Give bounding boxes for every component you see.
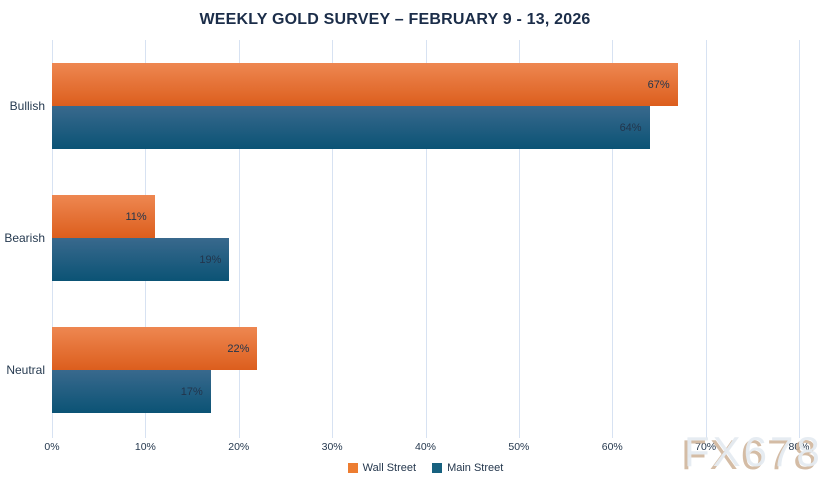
legend-swatch (347, 463, 358, 473)
plot-area: 67% 64% 11% 19% 22% 17% (52, 40, 800, 438)
bar-wall-street-neutral: 22% (52, 327, 258, 370)
x-axis-tick-label: 80% (788, 441, 810, 453)
bar-value-label: 22% (227, 342, 250, 355)
bar-value-label: 17% (180, 385, 203, 398)
legend: Wall Street Main Street (52, 462, 799, 474)
gridline (799, 40, 800, 438)
gridline (705, 40, 707, 438)
gridline (332, 40, 334, 438)
legend-item-main-street: Main Street (432, 462, 503, 474)
gridline (238, 40, 240, 438)
category-label: Neutral (6, 363, 45, 377)
category-label: Bullish (9, 99, 45, 113)
x-axis-tick-label: 50% (508, 441, 530, 453)
x-axis-tick-label: 40% (414, 441, 436, 453)
legend-item-wall-street: Wall Street (347, 462, 417, 474)
x-axis-tick-label: 30% (321, 441, 343, 453)
gridline (518, 40, 520, 438)
bar-wall-street-bullish: 67% (52, 63, 678, 106)
bar-value-label: 64% (619, 121, 642, 134)
bar-value-label: 11% (125, 210, 147, 223)
chart-title: WEEKLY GOLD SURVEY – FEBRUARY 9 - 13, 20… (199, 11, 591, 28)
bar-main-street-neutral: 17% (52, 370, 211, 413)
x-axis-tick-label: 60% (601, 441, 623, 453)
legend-label: Main Street (447, 462, 504, 474)
category-label: Bearish (4, 231, 45, 245)
bar-value-label: 19% (199, 253, 222, 266)
bar-main-street-bullish: 64% (52, 106, 650, 149)
x-axis-tick-label: 70% (695, 441, 717, 453)
x-axis-tick-label: 20% (228, 441, 250, 453)
legend-label: Wall Street (362, 462, 417, 474)
legend-swatch (432, 463, 443, 473)
x-axis-tick-label: 10% (134, 441, 156, 453)
x-axis-tick-label: 0% (44, 441, 60, 453)
bar-main-street-bearish: 19% (52, 238, 230, 281)
gridline (425, 40, 427, 438)
bar-wall-street-bearish: 11% (52, 195, 155, 238)
gridline (612, 40, 614, 438)
bar-value-label: 67% (647, 78, 670, 91)
